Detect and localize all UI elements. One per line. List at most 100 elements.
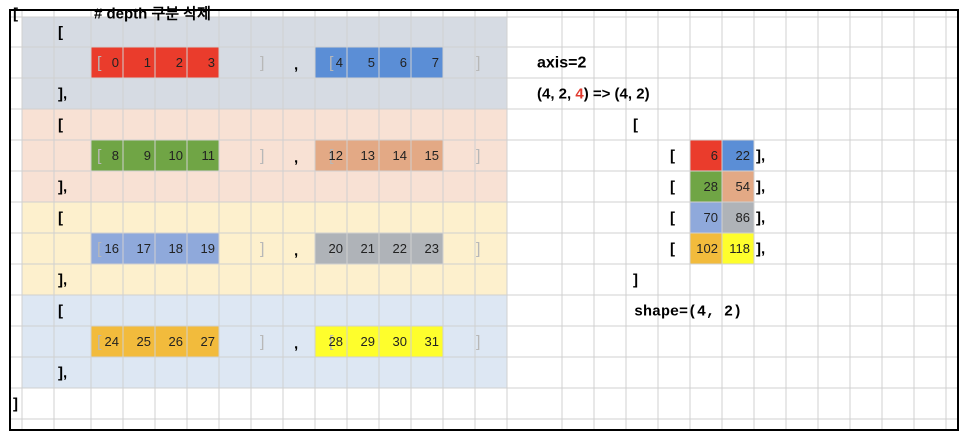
cell-value: 16: [105, 241, 119, 256]
value-cell: [347, 140, 379, 171]
value-cell: [187, 326, 219, 357]
result-value: 102: [696, 241, 718, 256]
row-open-bracket: [: [329, 241, 334, 258]
cell-value: 25: [137, 334, 151, 349]
value-cell: [91, 47, 123, 78]
block-open-bracket: [: [58, 24, 63, 41]
value-cell: [155, 326, 187, 357]
value-cell: [155, 140, 187, 171]
axis-label: axis=2: [537, 55, 586, 72]
result-value: 6: [711, 148, 718, 163]
value-cell: [155, 233, 187, 264]
cell-value: 20: [329, 241, 343, 256]
result-row-close: ],: [756, 147, 765, 164]
sheet-border: [9, 9, 959, 431]
row-open-bracket: [: [97, 334, 102, 351]
value-cell: [315, 140, 347, 171]
cell-value: 15: [425, 148, 439, 163]
value-cell: [411, 140, 443, 171]
cell-value: 14: [393, 148, 407, 163]
cell-value: 0: [112, 55, 119, 70]
cell-value: 22: [393, 241, 407, 256]
cell-value: 10: [169, 148, 183, 163]
row-close-bracket: ]: [476, 148, 480, 165]
result-row-open: [: [670, 178, 675, 195]
value-cell: [91, 140, 123, 171]
value-cell: [379, 233, 411, 264]
cell-value: 5: [368, 55, 375, 70]
block-open-bracket: [: [58, 116, 63, 133]
cell-value: 19: [201, 241, 215, 256]
result-cell: [690, 171, 722, 202]
row-open-bracket: [: [329, 334, 334, 351]
value-cell: [315, 326, 347, 357]
row-close-bracket: ]: [476, 334, 480, 351]
result-value: 86: [736, 210, 750, 225]
value-cell: [123, 326, 155, 357]
cell-value: 3: [208, 55, 215, 70]
block-close-bracket: ],: [58, 85, 67, 102]
cell-value: 21: [361, 241, 375, 256]
value-cell: [187, 140, 219, 171]
result-row-open: [: [670, 147, 675, 164]
value-cell: [155, 47, 187, 78]
row-open-bracket: [: [97, 241, 102, 258]
shape-prefix: (4, 2,: [537, 85, 575, 102]
value-cell: [187, 47, 219, 78]
value-cell: [315, 233, 347, 264]
result-row-open: [: [670, 209, 675, 226]
sheet-title: # depth 구분 삭제: [94, 5, 211, 22]
value-cell: [347, 326, 379, 357]
result-close-bracket: ]: [633, 271, 638, 288]
result-row-close: ],: [756, 178, 765, 195]
result-cell: [722, 140, 754, 171]
cell-value: 1: [144, 55, 151, 70]
value-cell: [123, 140, 155, 171]
value-cell: [411, 47, 443, 78]
value-cell: [379, 140, 411, 171]
result-row-close: ],: [756, 209, 765, 226]
cell-value: 9: [144, 148, 151, 163]
result-value: 28: [704, 179, 718, 194]
cell-value: 29: [361, 334, 375, 349]
value-cell: [347, 233, 379, 264]
value-cell: [411, 233, 443, 264]
cell-value: 23: [425, 241, 439, 256]
cell-value: 24: [105, 334, 119, 349]
row-close-bracket: ]: [260, 241, 264, 258]
cell-value: 6: [400, 55, 407, 70]
result-cell: [722, 233, 754, 264]
block-open-bracket: [: [58, 209, 63, 226]
value-cell: [315, 47, 347, 78]
result-cell: [690, 233, 722, 264]
outer-open-bracket: [: [13, 5, 18, 22]
outer-close-bracket: ]: [13, 395, 18, 412]
comma: ,: [294, 56, 298, 73]
row-close-bracket: ]: [260, 55, 264, 72]
block-close-bracket: ],: [58, 271, 67, 288]
row-close-bracket: ]: [260, 148, 264, 165]
result-open-bracket: [: [633, 116, 638, 133]
row-close-bracket: ]: [260, 334, 264, 351]
comma: ,: [294, 149, 298, 166]
cell-value: 4: [336, 55, 343, 70]
value-cell: [187, 233, 219, 264]
shape-suffix: ) => (4, 2): [584, 85, 650, 102]
result-row-close: ],: [756, 240, 765, 257]
result-cell: [722, 171, 754, 202]
result-cell: [690, 202, 722, 233]
cell-value: 8: [112, 148, 119, 163]
value-cell: [123, 47, 155, 78]
shape-label: shape=(4, 2): [634, 303, 742, 320]
block-close-bracket: ],: [58, 364, 67, 381]
cell-value: 17: [137, 241, 151, 256]
cell-value: 28: [329, 334, 343, 349]
value-cell: [411, 326, 443, 357]
row-open-bracket: [: [97, 148, 102, 165]
cell-value: 13: [361, 148, 375, 163]
comma: ,: [294, 242, 298, 259]
row-open-bracket: [: [329, 148, 334, 165]
value-cell: [379, 47, 411, 78]
result-row-open: [: [670, 240, 675, 257]
